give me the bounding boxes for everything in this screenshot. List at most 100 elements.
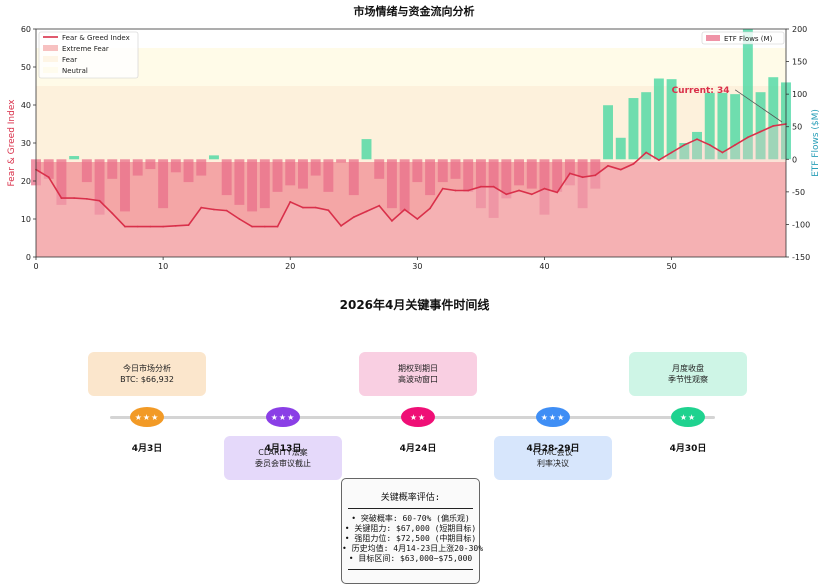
fear-greed-point — [518, 189, 520, 192]
timeline-title: 2026年4月关键事件时间线 — [339, 298, 490, 312]
event-marker: ★★ — [401, 407, 435, 427]
fear-greed-point — [174, 224, 177, 227]
etf-flow-bar — [196, 159, 207, 176]
fear-greed-point — [594, 174, 597, 177]
y-tick-label: 20 — [21, 177, 31, 186]
y2-tick-label: -150 — [792, 253, 810, 262]
event-card-text: BTC: $66,932 — [120, 375, 174, 384]
fear-greed-point — [772, 125, 775, 127]
etf-flow-bar — [247, 159, 258, 212]
fear-greed-point — [505, 193, 508, 196]
etf-flow-bar — [768, 77, 779, 160]
event-date: 4月28-29日 — [526, 444, 580, 454]
etf-flow-bar — [386, 159, 397, 209]
event-card-text: 委员会审议截止 — [255, 459, 311, 468]
x-tick-label: 0 — [33, 262, 38, 271]
fear-greed-point — [352, 216, 355, 219]
fear-greed-point — [746, 136, 749, 139]
event-marker: ★★★ — [536, 407, 570, 427]
x-tick-label: 30 — [412, 262, 422, 271]
etf-flow-bar — [539, 159, 550, 215]
fear-greed-point — [289, 201, 292, 203]
etf-flow-bar — [170, 159, 181, 173]
fear-greed-point — [416, 218, 419, 220]
etf-flow-bar — [285, 159, 296, 186]
fear-greed-point — [734, 144, 737, 146]
legend-zone-label: Extreme Fear — [62, 45, 109, 53]
etf-flow-bar — [450, 159, 461, 179]
event-card-text: 利率决议 — [537, 459, 569, 468]
probability-summary: 关键概率评估: • 突破概率: 60-70% (偏乐观) • 关键阻力: $67… — [341, 478, 483, 584]
etf-flow-bar — [56, 159, 67, 205]
y2-tick-label: -50 — [792, 188, 805, 197]
y-tick-label: 60 — [21, 25, 31, 34]
legend-zone-label: Fear — [62, 56, 77, 64]
event-marker: ★★ — [671, 407, 705, 427]
x-tick-label: 10 — [158, 262, 168, 271]
legend-zone-swatch — [43, 56, 58, 62]
event-card: 今日市场分析 BTC: $66,932 — [88, 352, 206, 396]
fear-greed-point — [632, 163, 635, 165]
etf-flow-bar — [120, 159, 130, 212]
etf-flow-bar — [501, 159, 512, 199]
fear-greed-point — [85, 197, 88, 200]
legend-zone-label: Neutral — [62, 67, 88, 75]
fear-greed-point — [441, 187, 444, 190]
etf-flow-bar — [603, 105, 613, 160]
fear-greed-point — [657, 159, 660, 162]
fear-greed-point — [454, 189, 457, 192]
etf-flow-bar — [488, 159, 499, 218]
etf-flow-bar — [209, 155, 219, 160]
fear-greed-point — [645, 151, 648, 154]
fear-greed-point — [708, 144, 711, 146]
etf-flow-bar — [412, 159, 423, 183]
fear-greed-point — [136, 225, 139, 228]
summary-item: • 目标区间: $63,000−$75,000 — [348, 554, 473, 563]
current-value-annotation: Current: 34 — [672, 86, 730, 96]
x-tick-label: 20 — [285, 262, 295, 271]
etf-flow-bar — [641, 92, 652, 160]
etf-flow-bar — [69, 156, 80, 160]
event-card-text: 期权到期日 — [398, 364, 438, 373]
fear-greed-point — [73, 197, 76, 200]
event-card-text: 月度收盘 — [672, 364, 704, 373]
fear-greed-point — [124, 225, 126, 228]
fear-greed-point — [213, 208, 215, 211]
y-tick-label: 10 — [21, 215, 31, 224]
etf-flow-bar — [132, 159, 143, 176]
event-card: FOMC会议 利率决议 — [494, 436, 612, 480]
chart-title: 市场情绪与资金流向分析 — [354, 4, 475, 18]
event-date: 4月3日 — [131, 444, 163, 454]
etf-flow-bar — [158, 159, 169, 209]
fear-greed-point — [340, 224, 342, 227]
fear-greed-point — [263, 225, 266, 228]
fear-greed-point — [238, 218, 241, 220]
fear-greed-point — [314, 206, 317, 209]
fear-greed-point — [480, 185, 482, 188]
etf-flow-bar — [628, 98, 639, 160]
etf-flow-bar — [615, 137, 626, 160]
fear-greed-point — [530, 193, 533, 196]
fear-greed-point — [60, 197, 63, 200]
legend-left-box — [38, 31, 139, 79]
y-tick-label: 50 — [21, 63, 31, 72]
legend-right-box — [701, 31, 785, 45]
y2-tick-label: 0 — [792, 155, 797, 164]
summary-item: • 强阻力位: $72,500 (中期目标) — [344, 534, 477, 543]
event-card-text: 今日市场分析 — [123, 364, 171, 373]
fear-greed-point — [403, 208, 406, 211]
y-axis-label: Fear & Greed Index — [7, 99, 17, 187]
event-card: CLARITY法案 委员会审议截止 — [224, 436, 342, 480]
fear-greed-point — [556, 191, 559, 194]
etf-flow-bar — [577, 159, 588, 209]
fear-greed-point — [568, 172, 571, 175]
x-tick-label: 40 — [539, 262, 549, 271]
etf-flow-bar — [323, 159, 334, 192]
fear-greed-point — [47, 176, 50, 179]
y2-tick-label: 200 — [792, 25, 807, 34]
etf-flow-bar — [692, 131, 702, 160]
event-date: 4月13日 — [264, 444, 302, 454]
etf-flow-bar — [183, 159, 194, 183]
etf-flow-bar — [234, 159, 245, 205]
etf-flow-bar — [425, 159, 436, 196]
